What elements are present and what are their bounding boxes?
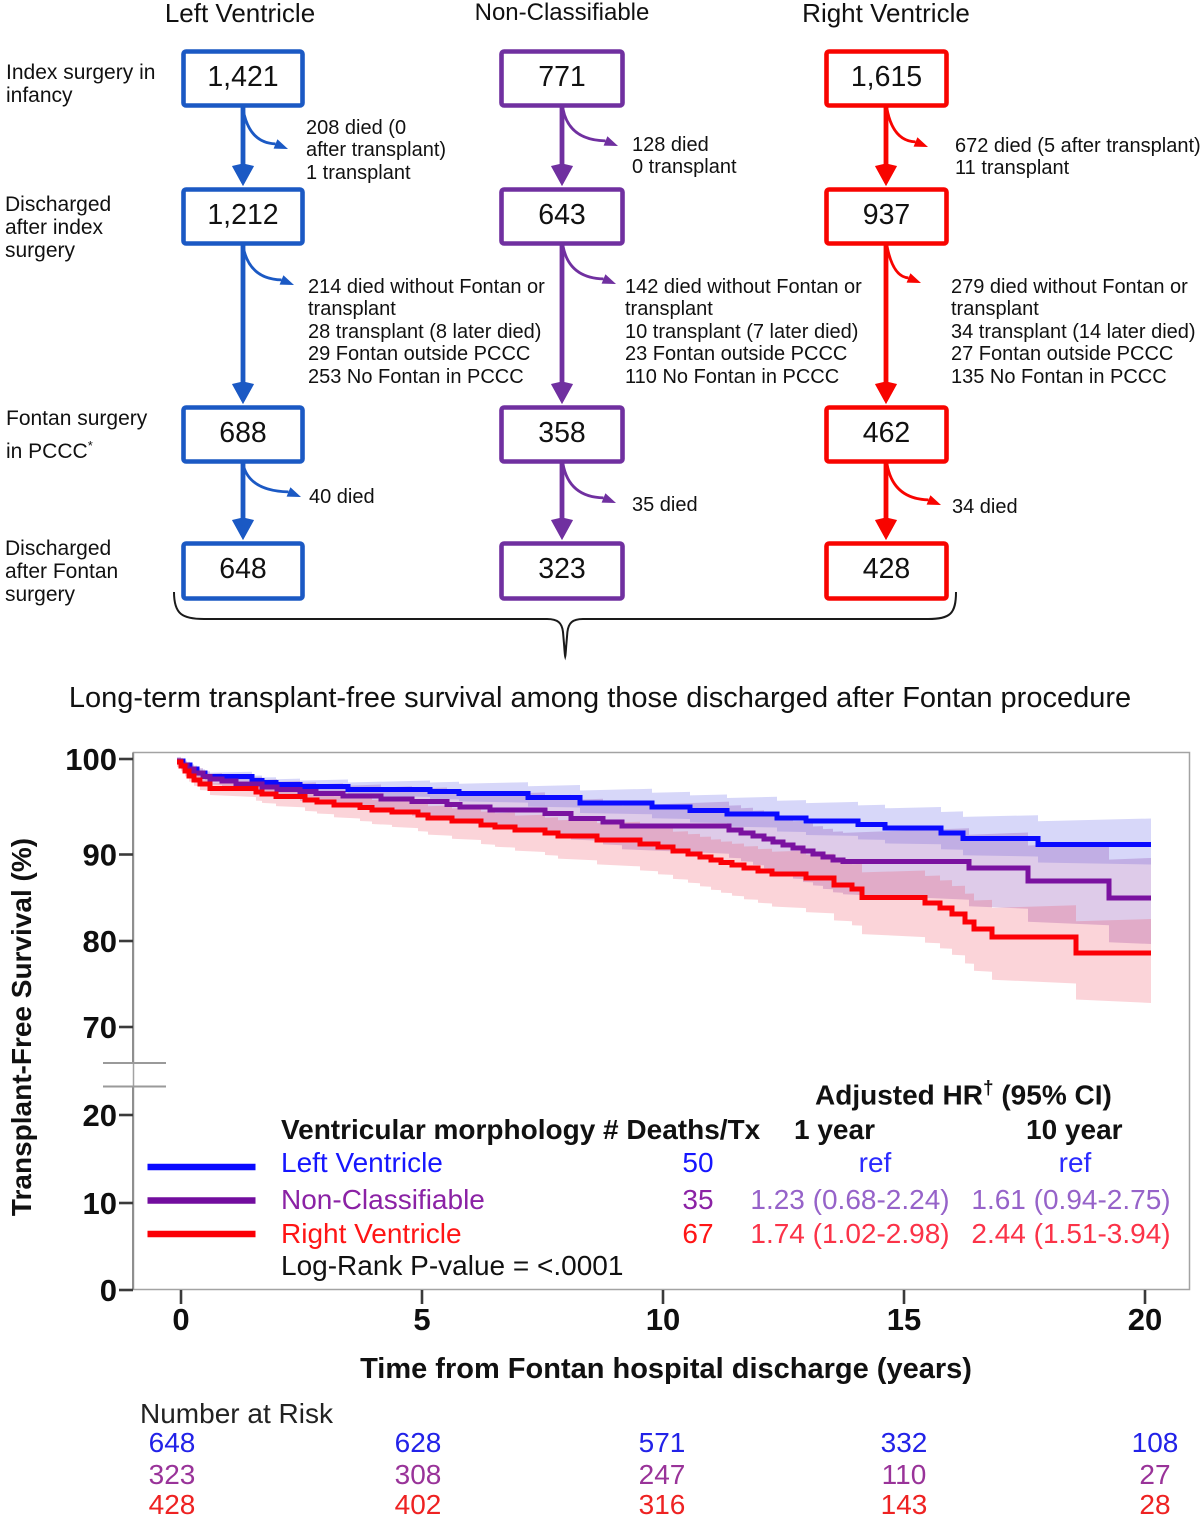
svg-text:100: 100	[65, 742, 117, 777]
svg-text:20: 20	[1128, 1302, 1162, 1337]
svg-text:10: 10	[83, 1186, 117, 1221]
svg-text:90: 90	[83, 838, 117, 873]
svg-text:5: 5	[413, 1302, 430, 1337]
svg-text:80: 80	[83, 924, 117, 959]
svg-text:15: 15	[887, 1302, 921, 1337]
svg-text:0: 0	[172, 1302, 189, 1337]
svg-text:20: 20	[83, 1098, 117, 1133]
svg-text:10: 10	[646, 1302, 680, 1337]
svg-text:0: 0	[100, 1273, 117, 1308]
svg-text:70: 70	[83, 1010, 117, 1045]
